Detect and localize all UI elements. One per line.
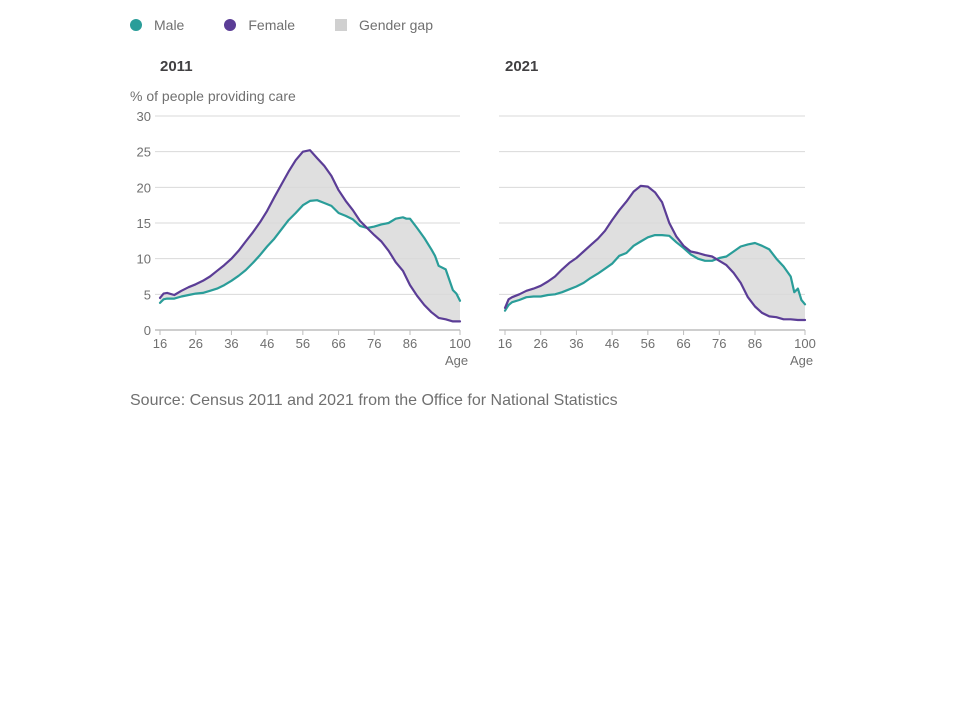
x-tick-label: 100: [449, 336, 471, 351]
y-tick-label: 10: [137, 252, 151, 267]
x-tick-label: 46: [605, 336, 619, 351]
y-tick-label: 5: [144, 287, 151, 302]
small-multiples-chart: 2011 % of people providing care 30 25 20 15 10…: [130, 58, 816, 368]
x-tick-label: 76: [712, 336, 726, 351]
gender-gap-area: [160, 150, 460, 322]
male-line: [503, 234, 807, 312]
female-line: [158, 149, 462, 323]
x-tick-label: 66: [331, 336, 345, 351]
chart-legend: Male Female Gender gap: [130, 17, 473, 33]
x-tick-label: 26: [188, 336, 202, 351]
x-tick-label: 66: [676, 336, 690, 351]
panel-title: 2021: [505, 58, 538, 75]
x-tick-label: 86: [748, 336, 762, 351]
female-legend-label: Female: [248, 17, 296, 33]
male-line: [158, 199, 462, 304]
panel-title: 2011: [160, 58, 193, 75]
x-axis-label: Age: [445, 353, 468, 368]
legend-item-male: Male: [130, 17, 184, 33]
x-tick-label: 100: [794, 336, 816, 351]
x-tick-label: 16: [498, 336, 512, 351]
x-tick-label: 56: [641, 336, 655, 351]
gender-gap-area: [505, 185, 805, 320]
gap-legend-swatch: [335, 19, 348, 31]
source-note: Source: Census 2011 and 2021 from the Of…: [130, 392, 618, 409]
male-legend-dot: [130, 19, 142, 31]
x-tick-label: 26: [533, 336, 547, 351]
y-axis-label: % of people providing care: [130, 88, 296, 104]
legend-item-female: Female: [224, 17, 295, 33]
x-tick-label: 36: [569, 336, 583, 351]
male-legend-label: Male: [154, 17, 185, 33]
x-tick-label: 56: [296, 336, 310, 351]
female-line: [503, 184, 807, 322]
y-tick-label: 15: [137, 216, 151, 231]
x-axis-label: Age: [790, 353, 813, 368]
x-tick-label: 16: [153, 336, 167, 351]
y-tick-label: 30: [137, 109, 151, 124]
x-tick-label: 76: [367, 336, 381, 351]
x-tick-label: 86: [403, 336, 417, 351]
female-legend-dot: [224, 19, 237, 31]
y-tick-label: 20: [137, 180, 151, 195]
gap-legend-label: Gender gap: [359, 17, 433, 33]
x-tick-label: 36: [224, 336, 238, 351]
x-tick-label: 46: [260, 336, 274, 351]
y-tick-label: 0: [144, 323, 151, 338]
legend-item-gap: Gender gap: [335, 17, 433, 33]
y-tick-label: 25: [137, 145, 151, 160]
